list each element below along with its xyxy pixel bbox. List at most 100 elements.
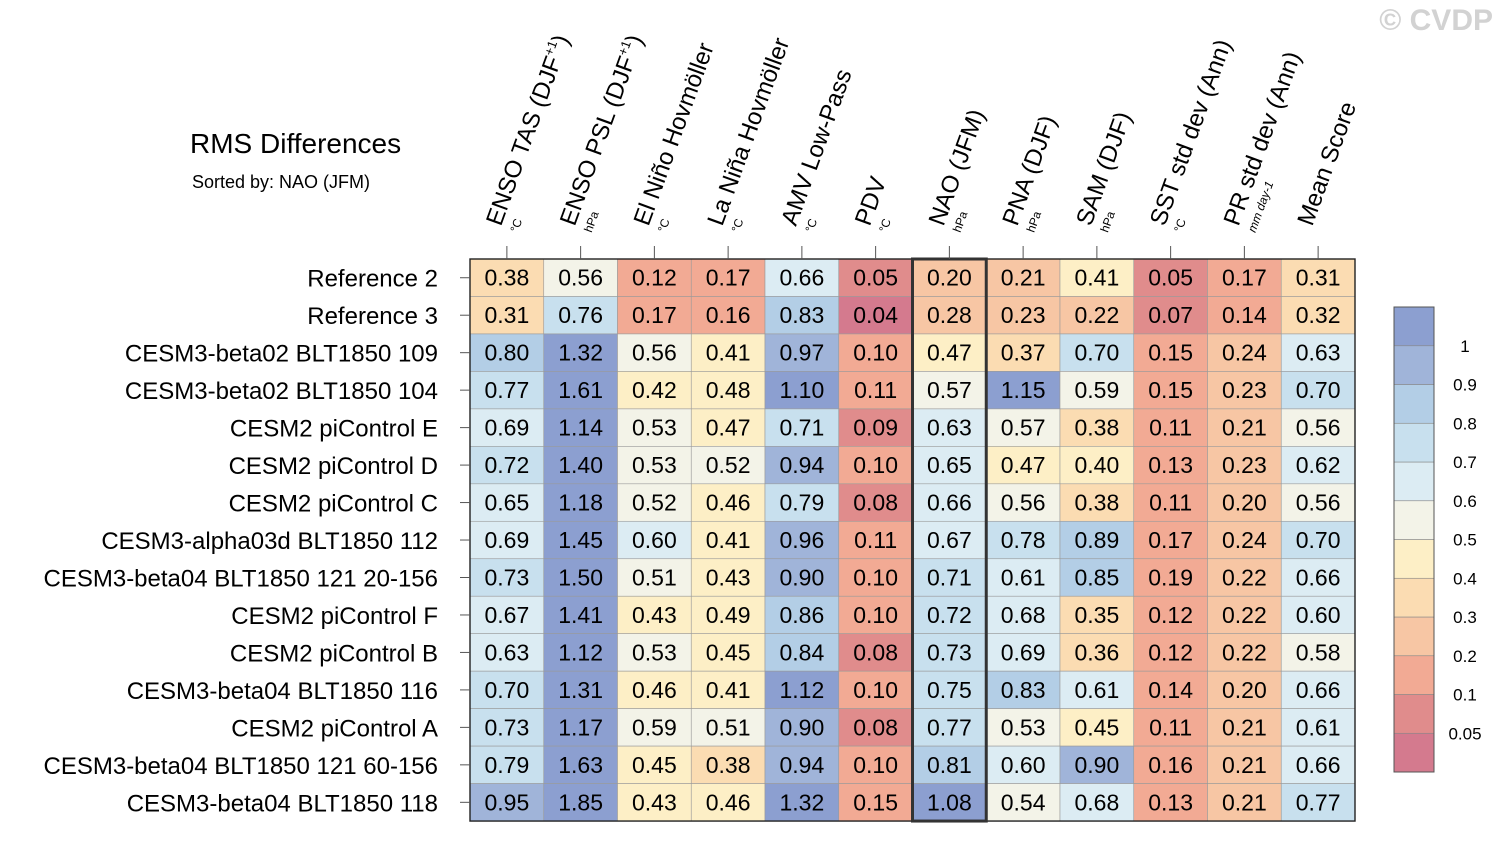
cell-value: 0.22 xyxy=(1222,639,1267,665)
cell-value: 0.60 xyxy=(1296,602,1341,628)
cell-value: 1.08 xyxy=(927,789,972,815)
cell-value: 0.35 xyxy=(1074,602,1119,628)
cell-value: 0.17 xyxy=(632,302,677,328)
colorbar-label: 0.4 xyxy=(1453,569,1477,588)
colorbar-bin xyxy=(1393,616,1435,657)
heatmap-cell xyxy=(617,333,692,372)
cell-value: 1.45 xyxy=(558,527,603,553)
heatmap-cell xyxy=(764,558,840,597)
column-unit: °C xyxy=(876,216,894,234)
cell-value: 0.13 xyxy=(1148,789,1193,815)
heatmap-cell xyxy=(1133,708,1208,747)
heatmap-cell xyxy=(1280,520,1356,560)
cell-value: 0.97 xyxy=(779,340,824,366)
cell-value: 0.90 xyxy=(1074,752,1119,778)
cell-value: 0.07 xyxy=(1148,302,1193,328)
heatmap-cell xyxy=(543,595,618,634)
heatmap-cell xyxy=(469,670,545,709)
cell-value: 0.20 xyxy=(1222,677,1267,703)
colorbar-frame xyxy=(1393,306,1435,773)
cell-value: 1.10 xyxy=(779,377,824,403)
column-label: Mean Score xyxy=(1292,98,1362,229)
cell-value: 0.10 xyxy=(853,452,898,478)
heatmap-cell xyxy=(912,670,987,709)
heatmap-cell xyxy=(469,708,545,747)
heatmap-cell xyxy=(838,558,913,597)
heatmap-cell xyxy=(1207,670,1282,709)
column-unit: hPa xyxy=(950,209,971,234)
column-label: La Niña Hovmöller xyxy=(702,34,795,229)
heatmap-cell xyxy=(912,446,987,485)
colorbar-bin xyxy=(1393,694,1435,734)
heatmap-cell xyxy=(1207,371,1282,410)
row-label: CESM3-beta04 BLT1850 121 60-156 xyxy=(44,753,439,780)
heatmap-cell xyxy=(1133,745,1208,784)
cell-value: 0.80 xyxy=(484,340,529,366)
heatmap-cell xyxy=(764,483,840,522)
cell-value: 0.94 xyxy=(779,452,824,478)
cell-value: 0.62 xyxy=(1296,452,1341,478)
cell-value: 0.53 xyxy=(632,452,677,478)
heatmap-cell xyxy=(1133,633,1208,672)
heatmap-cell xyxy=(1133,595,1208,634)
row-label: CESM2 piControl D xyxy=(229,453,438,480)
heatmap-cell xyxy=(764,783,840,822)
cell-value: 0.20 xyxy=(1222,490,1267,516)
cell-value: 0.20 xyxy=(927,265,972,291)
cell-value: 1.63 xyxy=(558,752,603,778)
heatmap-cell xyxy=(764,708,840,747)
cell-value: 0.83 xyxy=(1001,677,1046,703)
heatmap-cell xyxy=(838,520,913,560)
colorbar-label: 0.05 xyxy=(1448,724,1481,743)
heatmap-cell xyxy=(1280,296,1356,335)
row-label: CESM3-beta04 BLT1850 121 20-156 xyxy=(44,565,439,592)
heatmap-cell xyxy=(912,633,987,672)
cell-value: 0.52 xyxy=(632,490,677,516)
heatmap-cell xyxy=(1133,483,1208,522)
heatmap-cell xyxy=(617,633,692,672)
cell-value: 1.40 xyxy=(558,452,603,478)
cell-value: 0.72 xyxy=(927,602,972,628)
row-label: CESM3-beta04 BLT1850 116 xyxy=(127,678,438,705)
cell-value: 0.59 xyxy=(632,714,677,740)
cell-value: 0.61 xyxy=(1074,677,1119,703)
heatmap-cell xyxy=(690,708,766,747)
heatmap-cell xyxy=(1280,558,1356,597)
cell-value: 0.38 xyxy=(484,265,529,291)
cell-value: 0.83 xyxy=(779,302,824,328)
row-label: CESM3-alpha03d BLT1850 112 xyxy=(101,528,438,555)
cell-value: 0.63 xyxy=(927,415,972,441)
heatmap-cell xyxy=(543,745,618,784)
cell-value: 0.70 xyxy=(484,677,529,703)
heatmap-cell xyxy=(690,333,766,372)
cell-value: 0.96 xyxy=(779,527,824,553)
colorbar-label: 0.3 xyxy=(1453,608,1477,627)
cell-value: 0.68 xyxy=(1001,602,1046,628)
cell-value: 0.46 xyxy=(632,677,677,703)
heatmap-cell xyxy=(1280,408,1356,447)
cell-value: 1.12 xyxy=(779,677,824,703)
cell-value: 0.23 xyxy=(1222,377,1267,403)
heatmap-cell xyxy=(1133,783,1208,822)
cell-value: 0.73 xyxy=(927,639,972,665)
heatmap-cell xyxy=(1133,558,1208,597)
cell-value: 0.31 xyxy=(484,302,529,328)
chart-title: RMS Differences xyxy=(190,128,402,159)
row-label: CESM2 piControl A xyxy=(231,715,438,742)
cell-value: 0.11 xyxy=(1149,415,1192,441)
cell-value: 0.10 xyxy=(853,752,898,778)
column-unit: °C xyxy=(655,216,673,234)
cell-value: 0.09 xyxy=(853,415,898,441)
heatmap-cell xyxy=(1133,520,1208,560)
heatmap-cell xyxy=(764,446,840,485)
cell-value: 0.53 xyxy=(632,639,677,665)
heatmap-cell xyxy=(1207,595,1282,634)
cell-value: 0.36 xyxy=(1074,639,1119,665)
column-header: NAO (JFM)hPa xyxy=(924,106,991,234)
heatmap-cell xyxy=(1207,258,1282,297)
heatmap-cell xyxy=(469,296,545,335)
colorbar-bin xyxy=(1393,384,1435,424)
cell-value: 0.79 xyxy=(484,752,529,778)
cell-value: 0.21 xyxy=(1222,789,1267,815)
column-label: SST std dev (Ann) xyxy=(1145,36,1237,229)
